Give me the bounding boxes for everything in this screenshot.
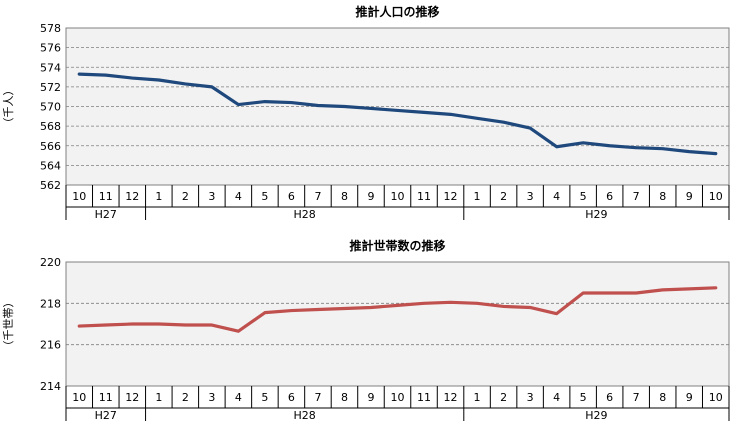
x-tick-label: 9 [686,190,693,203]
x-tick-label: 10 [391,190,405,203]
x-tick-label: 9 [686,391,693,404]
y-tick-label: 220 [40,256,61,269]
x-tick-label: 4 [235,190,242,203]
x-tick-label: 5 [580,391,587,404]
y-tick-label: 564 [40,159,61,172]
x-tick-label: 10 [72,391,86,404]
x-tick-label: 8 [341,190,348,203]
x-tick-label: 2 [500,190,507,203]
year-group-label: H27 [95,409,117,422]
x-tick-label: 7 [314,391,321,404]
x-tick-label: 10 [709,391,723,404]
series-line [77,286,718,333]
x-tick-label: 5 [261,190,268,203]
x-tick-label: 1 [474,190,481,203]
year-group-label: H28 [294,208,316,221]
x-tick-label: 9 [367,190,374,203]
y-axis-label: （千人） [2,85,15,129]
y-tick-label: 572 [40,81,61,94]
x-tick-label: 6 [288,391,295,404]
x-tick-label: 7 [314,190,321,203]
x-tick-label: 8 [341,391,348,404]
chart-title: 推計世帯数の推移 [349,238,445,253]
year-group-label: H29 [585,409,607,422]
y-tick-label: 578 [40,22,61,35]
x-tick-label: 12 [444,190,458,203]
x-tick-label: 10 [709,190,723,203]
y-tick-label: 566 [40,140,61,153]
x-tick-label: 5 [580,190,587,203]
y-tick-label: 218 [40,297,61,310]
x-tick-label: 10 [391,391,405,404]
x-tick-label: 4 [553,391,560,404]
x-tick-label: 2 [500,391,507,404]
x-tick-label: 8 [659,391,666,404]
y-tick-label: 574 [40,61,61,74]
x-tick-label: 3 [208,391,215,404]
x-tick-label: 7 [633,391,640,404]
y-tick-label: 214 [40,380,61,393]
x-tick-label: 11 [417,190,431,203]
x-tick-label: 7 [633,190,640,203]
x-tick-label: 12 [444,391,458,404]
y-axis-label: （千世帯） [2,297,15,352]
x-tick-label: 1 [474,391,481,404]
chart-1: 推計人口の推移562564566568570572574576578（千人）10… [2,4,730,221]
y-tick-label: 570 [40,101,61,114]
y-tick-label: 576 [40,42,61,55]
x-tick-label: 4 [235,391,242,404]
x-tick-label: 8 [659,190,666,203]
x-tick-label: 2 [182,391,189,404]
x-tick-label: 9 [367,391,374,404]
x-tick-label: 2 [182,190,189,203]
x-tick-label: 6 [606,190,613,203]
x-tick-label: 3 [527,391,534,404]
x-tick-label: 1 [155,391,162,404]
x-tick-label: 12 [125,391,139,404]
year-group-label: H28 [294,409,316,422]
x-tick-label: 6 [288,190,295,203]
x-tick-label: 11 [417,391,431,404]
x-tick-label: 1 [155,190,162,203]
x-tick-label: 11 [99,391,113,404]
x-tick-label: 3 [208,190,215,203]
y-tick-label: 568 [40,120,61,133]
x-tick-label: 6 [606,391,613,404]
year-group-label: H29 [585,208,607,221]
y-tick-label: 562 [40,179,61,192]
x-tick-label: 10 [72,190,86,203]
x-tick-label: 11 [99,190,113,203]
x-tick-label: 4 [553,190,560,203]
year-group-label: H27 [95,208,117,221]
x-tick-label: 12 [125,190,139,203]
series-line [77,72,718,156]
x-tick-label: 5 [261,391,268,404]
x-tick-label: 3 [527,190,534,203]
chart-title: 推計人口の推移 [355,4,439,19]
y-tick-label: 216 [40,339,61,352]
